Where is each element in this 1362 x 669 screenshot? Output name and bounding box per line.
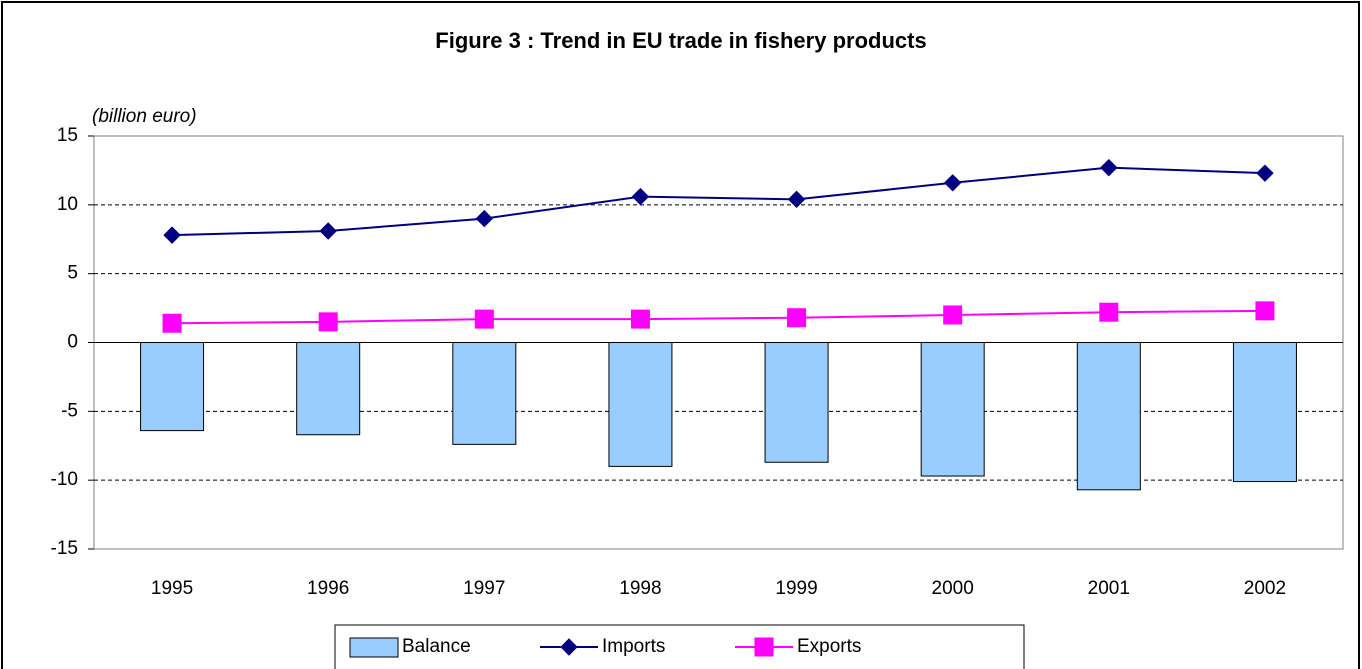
marker bbox=[162, 313, 182, 333]
x-tick-label: 2000 bbox=[932, 578, 974, 599]
x-tick-label: 1998 bbox=[619, 578, 661, 599]
legend-label: Exports bbox=[797, 636, 861, 657]
line bbox=[172, 166, 1265, 237]
legend-marker bbox=[754, 637, 774, 657]
x-tick-label: 2001 bbox=[1088, 578, 1130, 599]
y-tick-label: 5 bbox=[67, 263, 78, 284]
legend-label: Imports bbox=[602, 636, 665, 657]
marker bbox=[474, 309, 494, 329]
y-tick-label: 15 bbox=[57, 125, 78, 146]
marker bbox=[475, 209, 494, 228]
bar bbox=[140, 342, 205, 432]
bar bbox=[920, 342, 985, 477]
bar bbox=[1232, 342, 1297, 483]
marker bbox=[1256, 164, 1274, 182]
marker bbox=[943, 174, 962, 192]
y-axis-label: (billion euro) bbox=[92, 106, 197, 127]
legend bbox=[334, 624, 1025, 669]
marker bbox=[630, 309, 650, 329]
y-tick-label: -5 bbox=[61, 400, 78, 421]
y-tick-label: -15 bbox=[51, 538, 78, 559]
x-tick-label: 1996 bbox=[307, 578, 349, 599]
marker bbox=[1100, 158, 1118, 177]
bar bbox=[296, 342, 361, 436]
x-tick-label: 1999 bbox=[775, 578, 817, 599]
bar bbox=[608, 342, 673, 467]
bar bbox=[1076, 342, 1141, 491]
y-tick-label: 0 bbox=[67, 332, 78, 353]
bar bbox=[764, 342, 829, 463]
x-tick-label: 1997 bbox=[463, 578, 505, 599]
marker bbox=[163, 226, 181, 244]
marker bbox=[1255, 301, 1275, 321]
marker bbox=[943, 305, 963, 325]
legend-marker bbox=[560, 638, 578, 656]
legend-swatch bbox=[349, 637, 399, 658]
marker bbox=[787, 190, 806, 209]
marker bbox=[1099, 302, 1119, 322]
legend-label: Balance bbox=[402, 636, 471, 657]
chart-title: Figure 3 : Trend in EU trade in fishery … bbox=[435, 28, 926, 53]
marker bbox=[787, 308, 807, 328]
marker bbox=[631, 187, 650, 206]
bar bbox=[452, 342, 517, 445]
x-tick-label: 1995 bbox=[151, 578, 193, 599]
line bbox=[172, 309, 1265, 325]
x-tick-label: 2002 bbox=[1244, 578, 1286, 599]
marker bbox=[318, 312, 338, 332]
y-tick-label: 10 bbox=[57, 194, 78, 215]
y-tick-label: -10 bbox=[51, 469, 78, 490]
marker bbox=[319, 222, 337, 240]
